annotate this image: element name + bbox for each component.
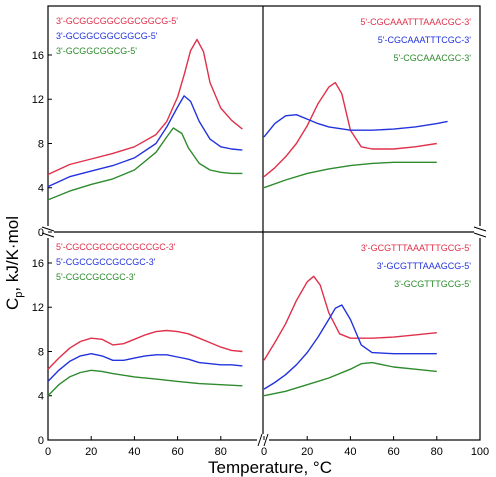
legend-entry-top-left-3: 3'-GCGGCGGCG-5' [56, 46, 137, 56]
plot-frame [48, 6, 480, 440]
series-line-bottom-right-2 [264, 305, 437, 389]
legend-entry-bottom-right-2: 3'-GCGTTTAAAGCG-5' [377, 261, 472, 271]
legend-entry-top-right-2: 5'-CGCAAATTTCGC-3' [378, 35, 472, 45]
y-tick-label: 16 [32, 50, 44, 62]
x-tick-label: 0 [45, 446, 51, 458]
legend-entry-bottom-left-2: 5'-CGCCGCCGCCGC-3' [56, 257, 156, 267]
y-tick-label: 8 [38, 346, 44, 358]
legend-entry-bottom-left-1: 5'-CGCCGCCGCCGCCGC-3' [56, 242, 176, 252]
x-axis-title: Temperature, °C [208, 458, 332, 477]
x-tick-label: 60 [387, 446, 399, 458]
legend-entry-top-right-1: 5'-CGCAAATTTAAACGC-3' [360, 17, 471, 27]
y-tick-label: 8 [38, 138, 44, 150]
legend-entry-bottom-left-3: 5'-CGCCGCCGC-3' [56, 272, 136, 282]
x-tick-label: 100 [471, 446, 489, 458]
x-tick-label: 20 [301, 446, 313, 458]
series-line-bottom-left-3 [48, 370, 242, 395]
x-tick-label: 40 [128, 446, 140, 458]
x-tick-label: 80 [431, 446, 443, 458]
y-tick-label: 4 [38, 183, 44, 195]
y-tick-label: 0 [38, 227, 44, 239]
legend-entry-top-left-2: 3'-GCGGCGGCGGCG-5' [56, 31, 158, 41]
y-axis-title: Cp, kJ/K·mol [3, 216, 25, 310]
series-line-bottom-left-2 [48, 354, 242, 382]
x-tick-label: 60 [171, 446, 183, 458]
x-tick-label: 40 [344, 446, 356, 458]
series-line-top-left-1 [48, 40, 242, 175]
series-line-top-left-3 [48, 128, 242, 200]
y-tick-label: 12 [32, 302, 44, 314]
y-tick-label: 4 [38, 391, 44, 403]
y-tick-label: 16 [32, 258, 44, 270]
series-line-bottom-right-3 [264, 363, 437, 396]
series-line-top-right-2 [264, 115, 448, 137]
legend-entry-bottom-right-1: 3'-GCGTTTAAATTTGCG-5' [361, 243, 471, 253]
legend-entry-top-right-3: 5'-CGCAAACGC-3' [394, 53, 472, 63]
y-tick-label: 12 [32, 94, 44, 106]
x-tick-label: 0 [261, 446, 267, 458]
x-tick-label: 80 [215, 446, 227, 458]
legend-entry-bottom-right-3: 3'-GCGTTTGCG-5' [394, 279, 471, 289]
y-tick-label: 0 [38, 435, 44, 447]
x-tick-label: 20 [85, 446, 97, 458]
series-line-top-right-3 [264, 162, 437, 187]
legend-entry-top-left-1: 3'-GCGGCGGCGGCGGCG-5' [56, 16, 178, 26]
